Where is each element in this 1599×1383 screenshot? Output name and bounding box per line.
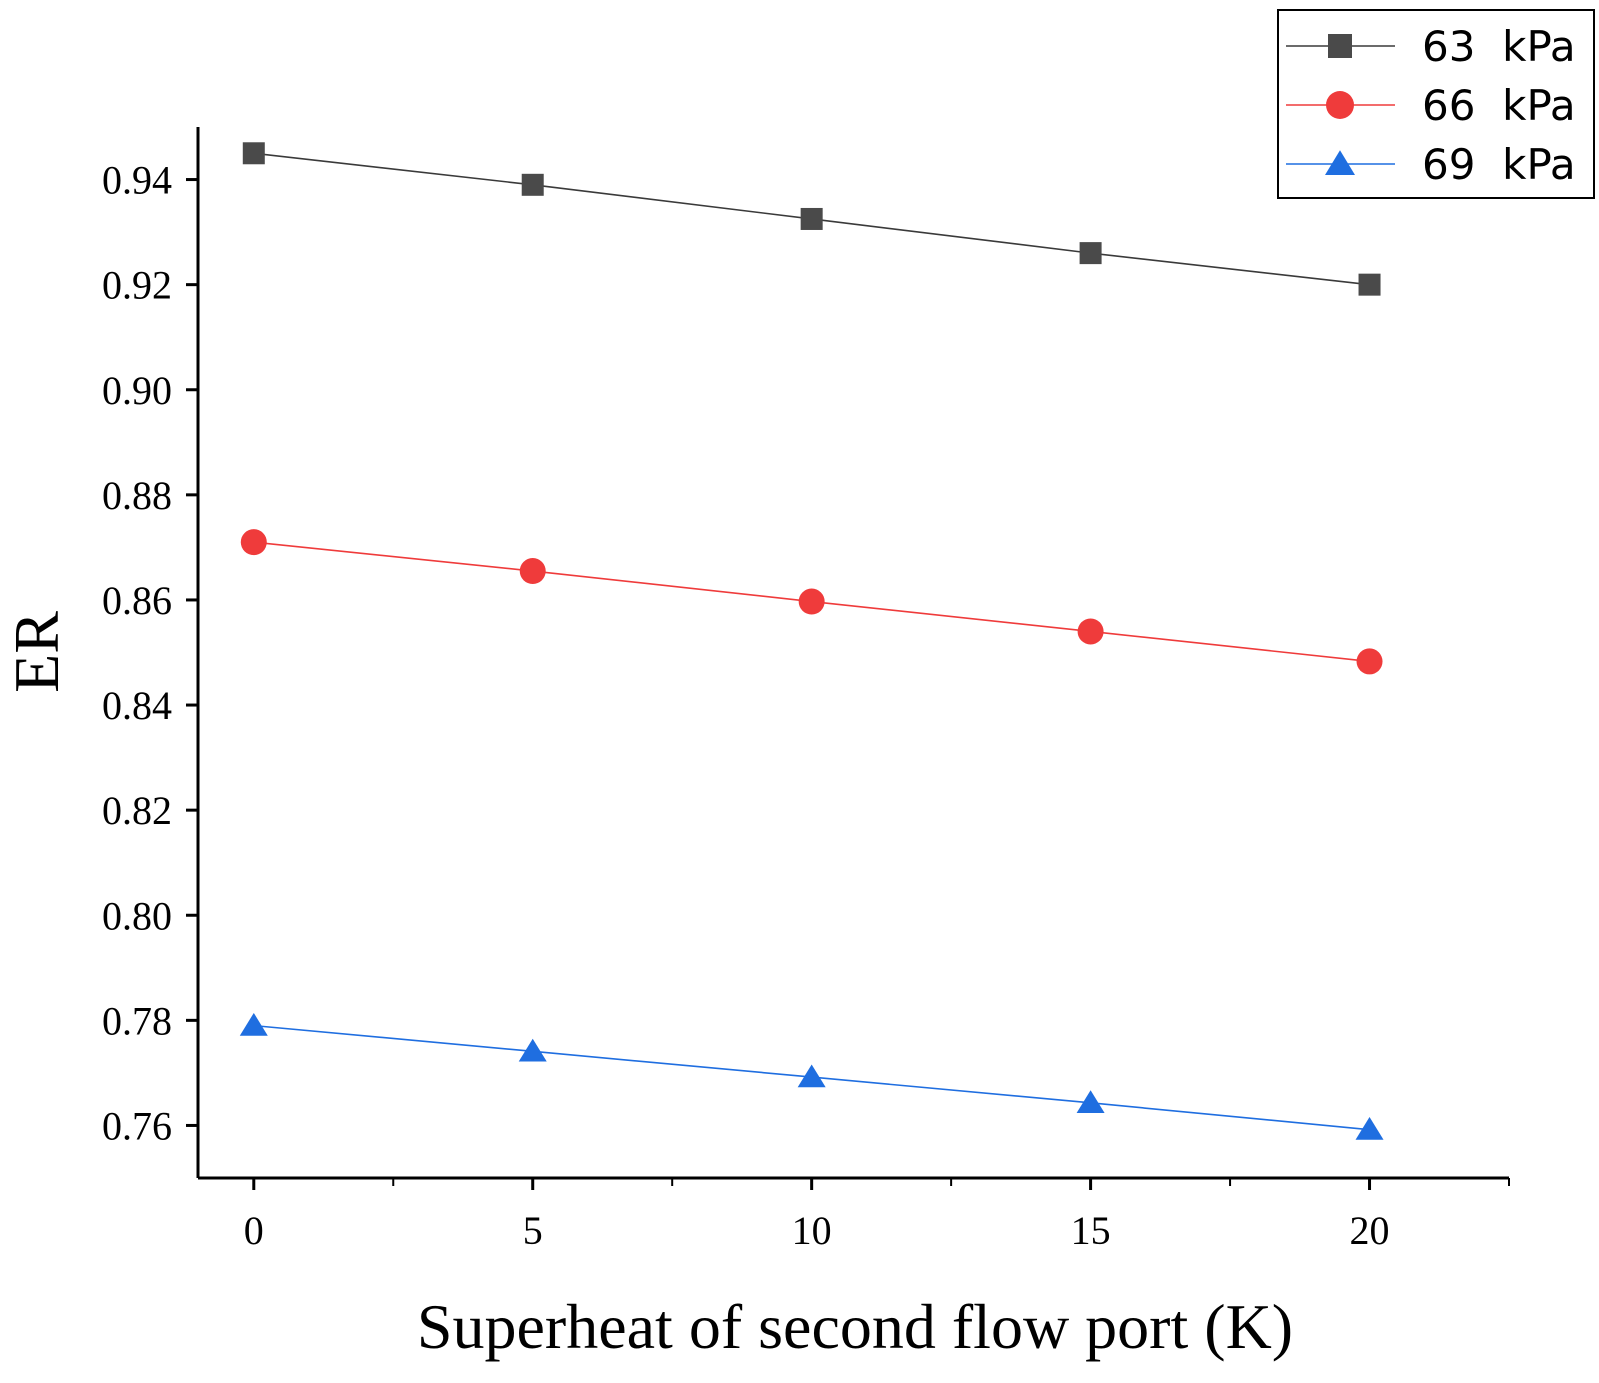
y-tick-label: 0.82 xyxy=(102,788,172,833)
data-point xyxy=(240,529,267,556)
y-tick-label: 0.88 xyxy=(102,473,172,518)
series-2 xyxy=(239,1012,1384,1140)
data-point xyxy=(521,173,544,196)
y-tick-label: 0.84 xyxy=(102,683,172,728)
data-point xyxy=(797,1064,826,1088)
y-tick-label: 0.90 xyxy=(102,368,172,413)
x-tick-label: 15 xyxy=(1071,1208,1111,1253)
data-point xyxy=(1355,1117,1384,1140)
x-tick-label: 5 xyxy=(523,1208,543,1253)
data-point xyxy=(519,558,546,585)
legend-marker xyxy=(1328,34,1352,58)
legend-label: 69 kPa xyxy=(1422,140,1576,189)
y-tick-label: 0.86 xyxy=(102,578,172,623)
legend-label: 63 kPa xyxy=(1422,22,1576,71)
y-tick-label: 0.94 xyxy=(102,158,172,203)
series-0 xyxy=(242,142,1381,296)
y-axis-title: ER xyxy=(1,611,72,693)
data-point xyxy=(1358,273,1381,296)
x-tick-label: 20 xyxy=(1350,1208,1390,1253)
data-point xyxy=(518,1038,547,1062)
series-1 xyxy=(240,529,1383,675)
legend: 63 kPa 66 kPa 69 kPa xyxy=(1277,9,1595,199)
y-tick-label: 0.76 xyxy=(102,1103,172,1148)
x-axis-title: Superheat of second flow port (K) xyxy=(417,1291,1293,1362)
data-point xyxy=(800,207,823,230)
legend-label: 66 kPa xyxy=(1422,81,1576,130)
y-tick-label: 0.78 xyxy=(102,998,172,1043)
legend-marker xyxy=(1326,91,1354,119)
x-tick-label: 10 xyxy=(792,1208,832,1253)
data-point xyxy=(239,1012,268,1036)
data-point xyxy=(1079,242,1102,265)
axes: 0.76 0.78 0.80 0.82 0.84 0.86 0.88 0.90 0.92 0.94… xyxy=(102,127,1510,1253)
data-point xyxy=(1356,648,1383,675)
data-point xyxy=(798,588,825,615)
x-tick-label: 0 xyxy=(244,1208,264,1253)
y-tick-label: 0.80 xyxy=(102,893,172,938)
legend-marker xyxy=(1325,150,1355,176)
data-point xyxy=(1076,1090,1105,1113)
data-point xyxy=(242,142,265,165)
series-layer xyxy=(239,142,1384,1140)
y-tick-label: 0.92 xyxy=(102,263,172,308)
data-point xyxy=(1077,618,1104,645)
